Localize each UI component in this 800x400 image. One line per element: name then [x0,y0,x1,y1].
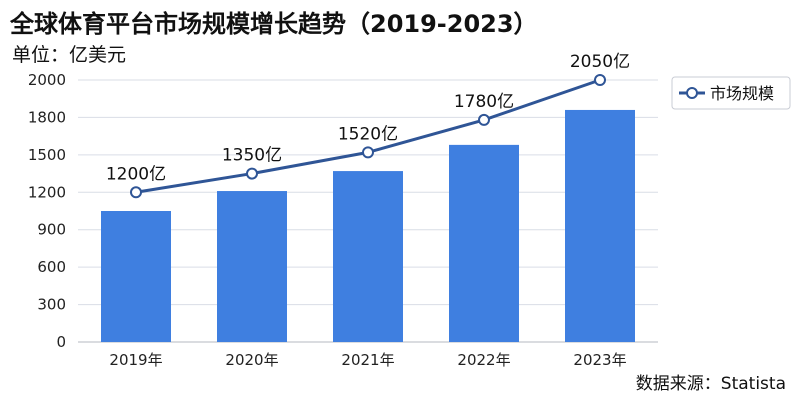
bar [565,109,635,342]
legend-box [671,76,791,110]
y-tick-label: 2000 [28,71,66,89]
x-tick-label: 2019年 [109,351,162,369]
legend: 市场规模 [671,76,791,110]
bar [449,144,519,342]
legend-label: 市场规模 [710,84,774,103]
x-tick-label: 2020年 [225,351,278,369]
unit-label: 单位：亿美元 [12,44,127,66]
line-point [130,186,142,199]
y-tick-label: 1500 [28,146,66,164]
x-tick-label: 2022年 [457,351,510,369]
y-tick-label: 600 [37,258,66,276]
line-point [362,146,374,159]
x-tick-label: 2021年 [341,351,394,369]
y-tick-label: 0 [56,333,66,351]
bar-series [101,109,635,342]
y-axis-ticks: 0 300 600 900 1200 1500 1800 2000 [28,71,66,351]
x-tick-label: 2023年 [573,351,626,369]
data-label: 2050亿 [570,52,630,72]
line-point [594,74,606,86]
bar [101,211,171,342]
y-tick-label: 1200 [28,183,66,201]
data-label: 1200亿 [106,164,166,184]
y-tick-label: 300 [37,296,66,314]
line-point [478,113,490,126]
data-label: 1780亿 [454,92,514,112]
data-label: 1350亿 [222,146,282,166]
y-tick-label: 900 [37,221,66,239]
bar [217,191,287,342]
line-series: 1200亿 1350亿 1520亿 1780亿 2050亿 [106,52,630,199]
chart-title: 全球体育平台市场规模增长趋势（2019-2023） [10,10,538,38]
y-tick-label: 1800 [28,108,66,126]
data-label: 1520亿 [338,124,398,144]
bar [333,171,403,342]
data-source: 数据来源：Statista [635,374,786,394]
line-point [246,167,258,180]
x-axis-ticks: 2019年 2020年 2021年 2022年 2023年 [109,351,626,369]
legend-marker-swatch [686,87,698,99]
